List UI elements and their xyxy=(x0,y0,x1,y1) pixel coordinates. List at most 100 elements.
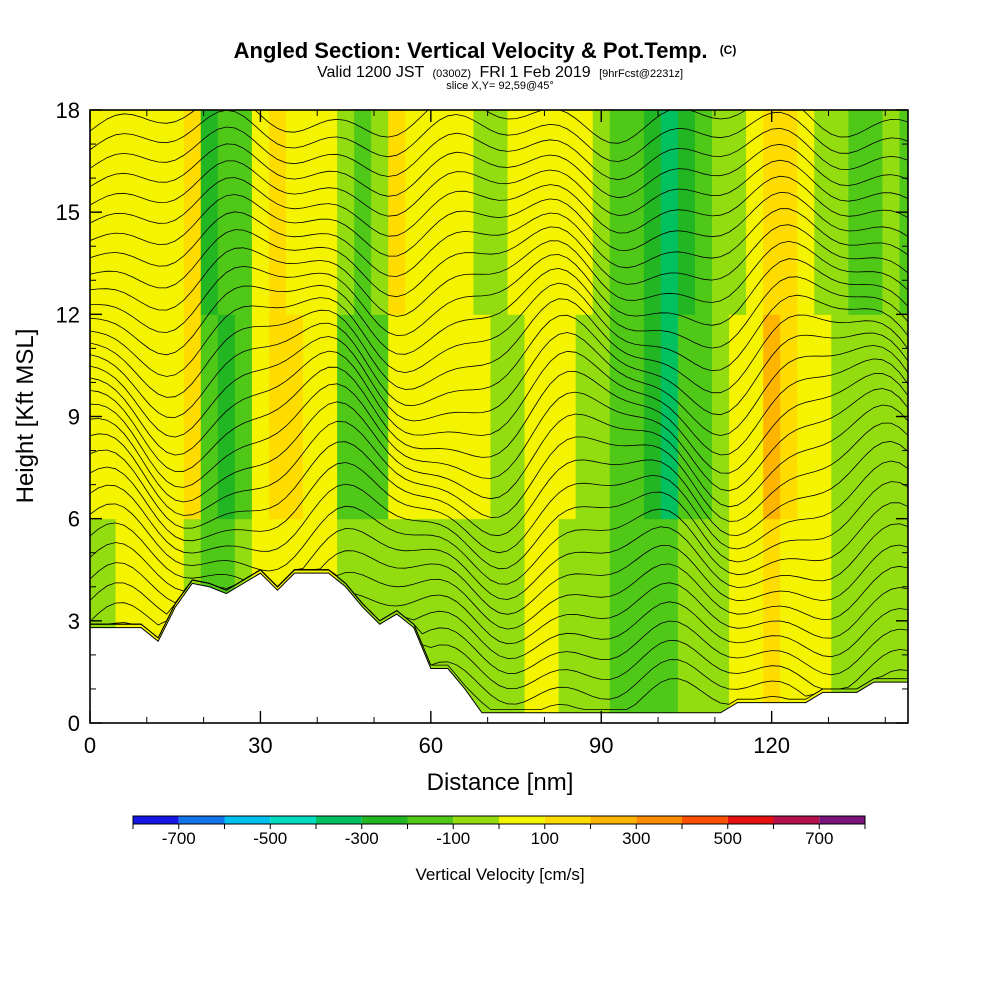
velocity-cell xyxy=(439,314,457,520)
velocity-cell xyxy=(848,314,866,520)
isentrope-line xyxy=(90,502,908,585)
y-tick-label: 18 xyxy=(56,98,80,123)
velocity-cell xyxy=(814,110,832,315)
colorbar-swatch xyxy=(270,816,316,824)
velocity-cell xyxy=(865,314,883,520)
colorbar-swatch xyxy=(133,816,179,824)
velocity-cell xyxy=(882,314,900,520)
velocity-cell xyxy=(524,314,543,520)
isentrope-line xyxy=(90,267,908,356)
velocity-cell xyxy=(234,110,253,315)
velocity-cell xyxy=(575,314,594,520)
colorbar-tick-label: 100 xyxy=(531,829,559,848)
y-tick-label: 3 xyxy=(68,609,80,634)
isentrope-line xyxy=(90,314,908,418)
velocity-cell xyxy=(626,110,645,315)
velocity-cell xyxy=(712,518,730,723)
isentrope-line xyxy=(90,481,908,570)
velocity-cell xyxy=(729,518,747,723)
velocity-cell xyxy=(405,110,423,315)
colorbar-tick-label: -700 xyxy=(162,829,196,848)
velocity-cell xyxy=(729,314,747,520)
velocity-cell xyxy=(729,110,747,315)
velocity-cell xyxy=(183,110,202,315)
x-tick-label: 60 xyxy=(419,733,443,758)
velocity-cell xyxy=(268,314,287,520)
velocity-cell xyxy=(831,110,849,315)
velocity-cell xyxy=(388,110,406,315)
velocity-cell xyxy=(149,314,168,520)
velocity-cell xyxy=(814,314,832,520)
y-axis-title: Height [Kft MSL] xyxy=(12,329,39,504)
velocity-cell xyxy=(660,314,679,520)
isentrope-line xyxy=(90,542,908,615)
velocity-cell xyxy=(490,110,509,315)
isentrope-line xyxy=(90,208,908,277)
colorbar: -700 -500 -300 -100 100 300 500 700 xyxy=(132,815,866,848)
velocity-cell xyxy=(763,314,781,520)
x-axis-title: Distance [nm] xyxy=(427,769,574,796)
velocity-cell xyxy=(609,314,628,520)
isentrope-line xyxy=(90,401,908,508)
velocity-cell xyxy=(234,314,253,520)
velocity-cell xyxy=(200,110,219,315)
colorbar-swatch xyxy=(407,816,454,824)
velocity-cell xyxy=(541,110,560,315)
velocity-cell xyxy=(217,314,236,520)
velocity-cell xyxy=(507,314,526,520)
velocity-cell xyxy=(268,110,287,315)
colorbar-swatch xyxy=(636,816,682,824)
isentrope-line xyxy=(90,110,908,144)
slice-label: slice X,Y= 92,59@45° xyxy=(446,80,554,92)
velocity-cell xyxy=(320,110,338,315)
velocity-cell xyxy=(524,110,543,315)
velocity-cell xyxy=(746,110,764,315)
y-tick-label: 15 xyxy=(56,200,80,225)
colorbar-swatch xyxy=(178,816,225,824)
velocity-cell xyxy=(456,518,474,723)
plot-area xyxy=(90,110,908,723)
velocity-cell xyxy=(303,314,321,520)
velocity-cell xyxy=(643,314,662,520)
velocity-cell xyxy=(388,314,406,520)
velocity-cell xyxy=(643,110,662,315)
velocity-cell xyxy=(320,314,338,520)
velocity-cell xyxy=(371,314,389,520)
velocity-cell xyxy=(132,314,151,520)
velocity-cell xyxy=(575,110,594,315)
velocity-cell xyxy=(780,110,798,315)
velocity-cell xyxy=(558,314,577,520)
velocity-cell xyxy=(694,110,713,315)
velocity-cell xyxy=(814,518,832,723)
velocity-cell xyxy=(337,110,355,315)
terrain-mask xyxy=(90,572,908,723)
velocity-cell xyxy=(865,518,883,723)
y-tick-label: 9 xyxy=(68,405,80,430)
colorbar-swatch xyxy=(544,816,591,824)
velocity-cell xyxy=(677,518,696,723)
velocity-cell xyxy=(746,518,764,723)
colorbar-swatch xyxy=(773,816,820,824)
isentrope-line xyxy=(90,159,908,217)
colorbar-swatch xyxy=(682,816,728,824)
isentrope-line xyxy=(90,420,908,522)
velocity-cell xyxy=(405,314,423,520)
velocity-cell xyxy=(712,314,730,520)
svg-text:Angled Section: Vertical Veloc: Angled Section: Vertical Velocity & Pot.… xyxy=(234,38,737,63)
velocity-cell xyxy=(422,110,440,315)
velocity-cell xyxy=(490,314,509,520)
velocity-cell xyxy=(422,314,440,520)
velocity-cell xyxy=(507,110,526,315)
velocity-cell xyxy=(592,518,611,723)
colorbar-swatch xyxy=(499,816,545,824)
velocity-cell xyxy=(132,110,151,315)
isentrope-line xyxy=(90,562,908,630)
colorbar-swatch xyxy=(727,816,774,824)
velocity-cell xyxy=(251,110,270,315)
velocity-cell xyxy=(575,518,594,723)
velocity-cell xyxy=(558,110,577,315)
colorbar-tick-label: 300 xyxy=(622,829,650,848)
x-tick-label: 90 xyxy=(589,733,613,758)
velocity-cell xyxy=(831,314,849,520)
velocity-cell xyxy=(660,110,679,315)
